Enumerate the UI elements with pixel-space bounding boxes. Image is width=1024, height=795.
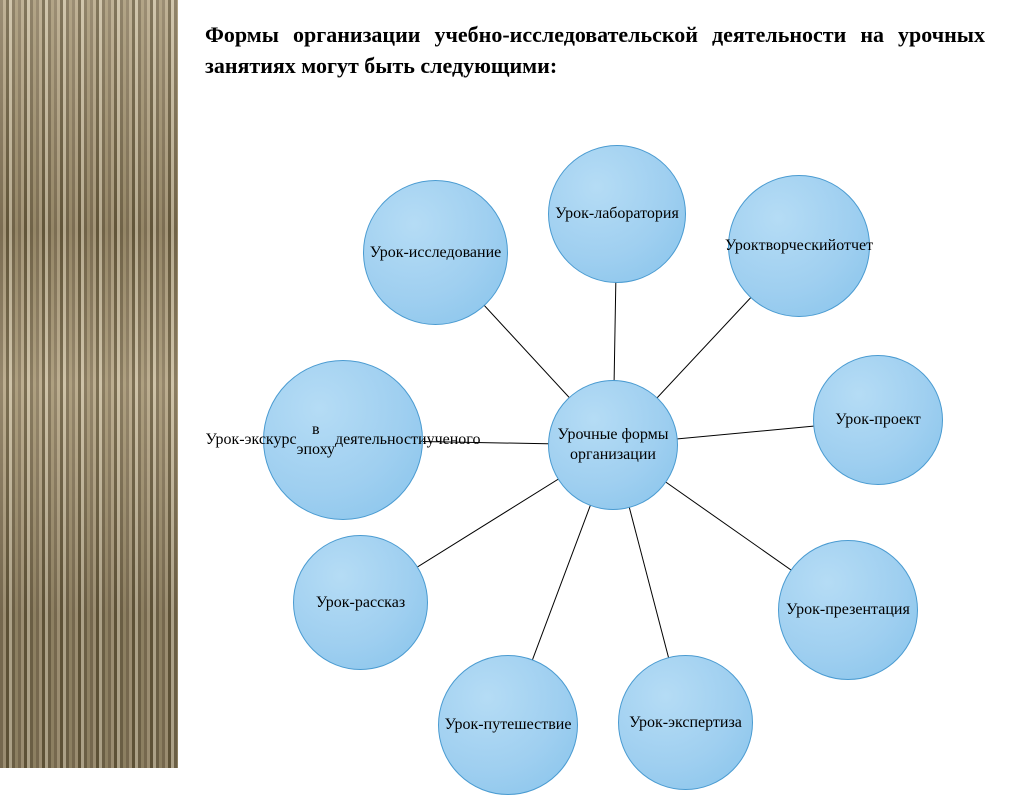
outer-node: Урок-проект <box>813 355 943 485</box>
outer-node: Урок-рассказ <box>293 535 428 670</box>
radial-diagram: Урок-исследование Урок-лаборатория Уроктво… <box>178 100 1024 768</box>
outer-node: Урок-презентация <box>778 540 918 680</box>
outer-node: Урок-исследование <box>363 180 508 325</box>
center-node: Урочные формы организации <box>548 380 678 510</box>
outer-node: Урок-экспертиза <box>618 655 753 790</box>
outer-node: Урок-экскурсв эпохудеятельностиученого <box>263 360 423 520</box>
outer-node: Урок-лаборатория <box>548 145 686 283</box>
page-title: Формы организации учебно-исследовательск… <box>205 20 985 82</box>
outer-node: Урок-путешествие <box>438 655 578 795</box>
outer-node: Уроктворческийотчет <box>728 175 870 317</box>
decorative-left-strip <box>0 0 178 768</box>
